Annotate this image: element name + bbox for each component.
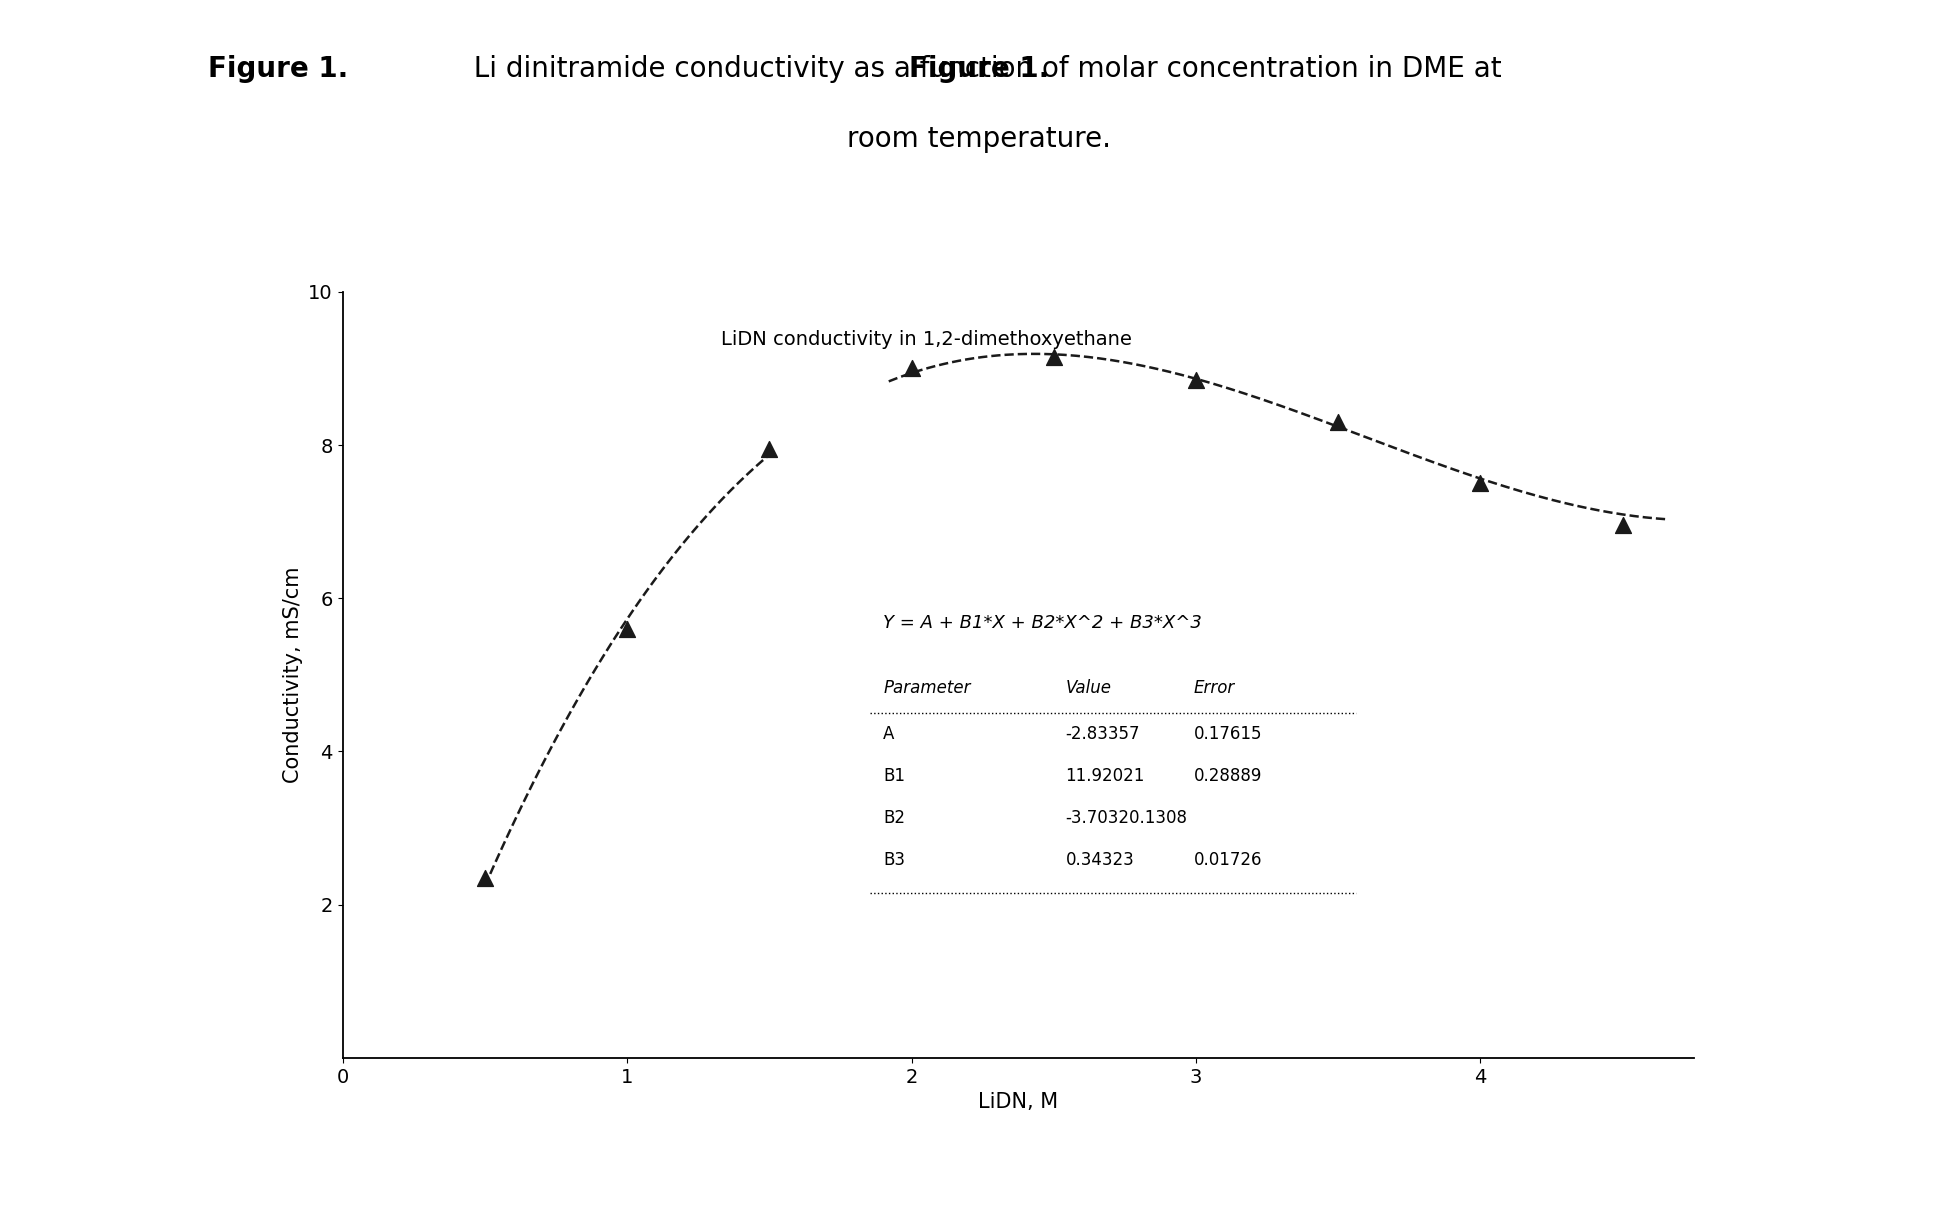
Text: 0.01726: 0.01726 [1194,851,1262,869]
Point [1180,370,1211,389]
Text: Value: Value [1065,679,1112,697]
Text: Error: Error [1194,679,1235,697]
Text: Y = A + B1*X + B2*X^2 + B3*X^3: Y = A + B1*X + B2*X^2 + B3*X^3 [883,614,1202,631]
Text: 0.17615: 0.17615 [1194,725,1262,743]
Text: -2.83357: -2.83357 [1065,725,1139,743]
Point [1464,474,1495,494]
Text: -3.70320.1308: -3.70320.1308 [1065,809,1186,827]
Text: B2: B2 [883,809,904,827]
Point [1607,516,1638,535]
X-axis label: LiDN, M: LiDN, M [978,1092,1057,1113]
Y-axis label: Conductivity, mS/cm: Conductivity, mS/cm [282,567,303,783]
Text: 11.92021: 11.92021 [1065,767,1145,784]
Text: LiDN conductivity in 1,2-dimethoxyethane: LiDN conductivity in 1,2-dimethoxyethane [720,331,1131,349]
Text: room temperature.: room temperature. [847,125,1110,153]
Text: Figure 1.: Figure 1. [207,55,348,83]
Text: Figure 1.: Figure 1. [908,55,1049,83]
Text: Li dinitramide conductivity as a function of molar concentration in DME at: Li dinitramide conductivity as a functio… [456,55,1501,83]
Point [611,619,642,638]
Text: 0.34323: 0.34323 [1065,851,1133,869]
Text: 0.28889: 0.28889 [1194,767,1262,784]
Point [1321,412,1352,432]
Text: Parameter: Parameter [883,679,971,697]
Point [1037,348,1069,367]
Text: B1: B1 [883,767,904,784]
Point [896,359,928,378]
Text: A: A [883,725,894,743]
Point [753,439,785,458]
Point [470,868,501,888]
Text: B3: B3 [883,851,904,869]
